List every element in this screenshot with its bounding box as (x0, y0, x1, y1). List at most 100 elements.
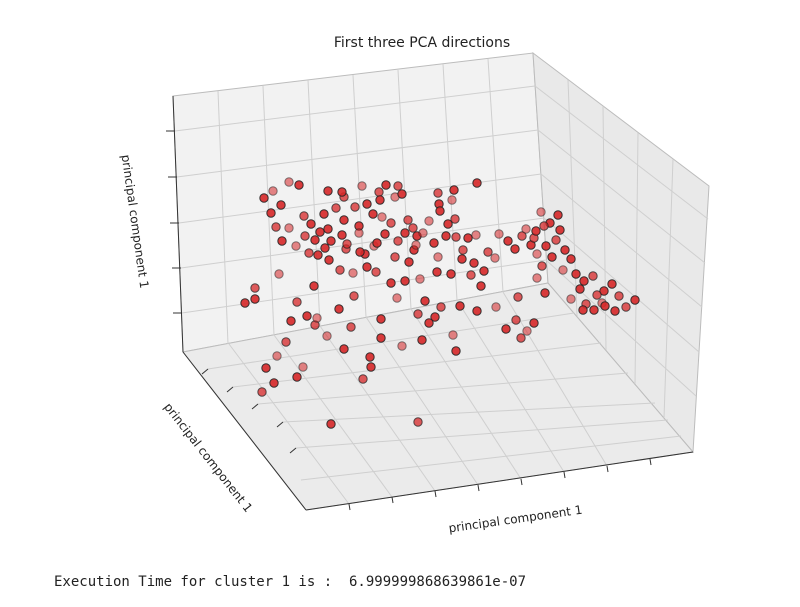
data-point (272, 351, 282, 361)
data-point (298, 362, 308, 372)
data-point (610, 306, 620, 316)
z-axis-label: principal component 1 (119, 154, 152, 290)
data-point (339, 215, 349, 225)
data-point (571, 269, 581, 279)
data-point (541, 241, 551, 251)
data-point (607, 279, 617, 289)
data-point (276, 200, 286, 210)
data-point (337, 187, 347, 197)
chart-title: First three PCA directions (334, 35, 510, 51)
data-point (349, 291, 359, 301)
data-point (331, 203, 341, 213)
data-point (292, 297, 302, 307)
data-point (472, 306, 482, 316)
data-point (457, 254, 467, 264)
data-point (415, 274, 425, 284)
data-point (376, 333, 386, 343)
data-point (323, 186, 333, 196)
data-point (365, 352, 375, 362)
data-point (433, 252, 443, 262)
data-point (418, 228, 428, 238)
data-point (371, 267, 381, 277)
data-point (324, 255, 334, 265)
data-point (479, 266, 489, 276)
data-point (357, 181, 367, 191)
data-point (310, 235, 320, 245)
data-point (503, 236, 513, 246)
data-point (274, 269, 284, 279)
axis-ticks (166, 130, 652, 511)
data-point (372, 238, 382, 248)
data-point (451, 232, 461, 242)
data-point (362, 262, 372, 272)
data-point (458, 245, 468, 255)
chart-canvas: First three PCA directions (119, 35, 710, 536)
data-point (476, 281, 486, 291)
data-point (250, 283, 260, 293)
data-point (466, 270, 476, 280)
data-point (614, 291, 624, 301)
data-point (451, 346, 461, 356)
data-point (381, 180, 391, 190)
data-point (397, 189, 407, 199)
data-point (579, 276, 589, 286)
data-point (390, 252, 400, 262)
data-point (532, 249, 542, 259)
data-point (555, 225, 565, 235)
data-point (299, 211, 309, 221)
data-point (326, 236, 336, 246)
data-point (250, 294, 260, 304)
data-point (413, 309, 423, 319)
data-point (413, 417, 423, 427)
data-point (511, 315, 521, 325)
data-point (350, 202, 360, 212)
data-point (588, 271, 598, 281)
data-point (404, 257, 414, 267)
data-point (374, 187, 384, 197)
data-point (621, 302, 631, 312)
data-point (455, 301, 465, 311)
data-point (306, 219, 316, 229)
data-point (271, 222, 281, 232)
data-point (257, 387, 267, 397)
data-point (337, 230, 347, 240)
data-point (558, 265, 568, 275)
data-point (393, 236, 403, 246)
data-point (403, 215, 413, 225)
data-point (302, 311, 312, 321)
data-point (463, 233, 473, 243)
data-point (441, 231, 451, 241)
data-point (380, 229, 390, 239)
data-point (366, 362, 376, 372)
data-point (377, 212, 387, 222)
x-axis-label: principal component 1 (448, 503, 584, 536)
data-point (436, 302, 446, 312)
data-point (575, 284, 585, 294)
data-point (393, 181, 403, 191)
data-point (300, 231, 310, 241)
data-point (334, 304, 344, 314)
data-point (537, 261, 547, 271)
data-point (592, 290, 602, 300)
data-point (491, 302, 501, 312)
data-point (261, 363, 271, 373)
data-point (521, 224, 531, 234)
data-point (400, 228, 410, 238)
data-point (362, 199, 372, 209)
data-point (309, 281, 319, 291)
data-point (471, 230, 481, 240)
data-point (339, 344, 349, 354)
data-point (446, 269, 456, 279)
data-points (240, 177, 640, 429)
data-point (304, 248, 314, 258)
data-point (284, 223, 294, 233)
data-point (449, 185, 459, 195)
data-point (435, 206, 445, 216)
data-point (510, 244, 520, 254)
data-point (501, 324, 511, 334)
data-point (539, 221, 549, 231)
data-point (286, 316, 296, 326)
data-point (420, 296, 430, 306)
data-point (411, 240, 421, 250)
data-point (447, 195, 457, 205)
